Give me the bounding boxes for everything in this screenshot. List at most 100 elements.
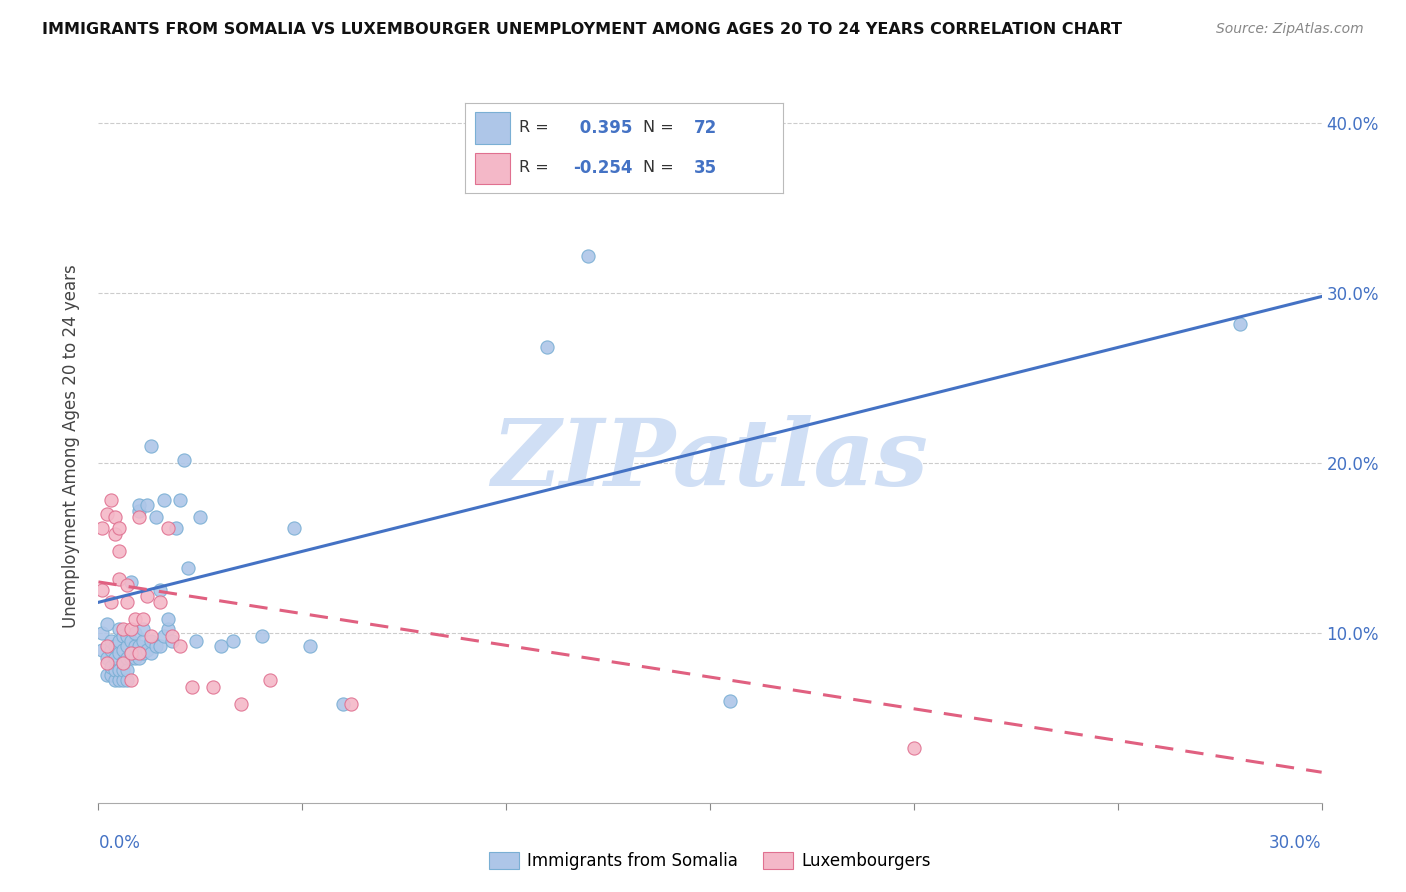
Point: [141, 634, 163, 648]
Point: [108, 520, 131, 534]
Point: [96, 668, 118, 682]
Text: 30.0%: 30.0%: [1270, 834, 1322, 852]
Point: [115, 629, 138, 643]
Point: [111, 643, 134, 657]
Point: [115, 673, 138, 688]
Point: [128, 499, 150, 513]
Point: [104, 651, 127, 665]
Point: [145, 510, 167, 524]
Point: [128, 510, 150, 524]
Point: [100, 595, 122, 609]
Point: [340, 698, 363, 712]
Point: [108, 646, 131, 660]
Point: [120, 646, 142, 660]
Point: [111, 673, 134, 688]
Point: [332, 698, 354, 712]
Point: [132, 612, 155, 626]
Point: [222, 634, 245, 648]
Point: [299, 640, 322, 654]
Point: [160, 629, 183, 643]
Point: [124, 612, 146, 626]
Point: [169, 493, 191, 508]
Point: [111, 655, 134, 669]
Text: Source: ZipAtlas.com: Source: ZipAtlas.com: [1216, 22, 1364, 37]
Point: [141, 629, 163, 643]
Point: [111, 623, 134, 637]
Point: [96, 507, 118, 521]
Point: [100, 634, 122, 648]
Point: [108, 634, 131, 648]
Point: [720, 694, 742, 708]
Point: [128, 651, 150, 665]
Point: [188, 510, 212, 524]
Point: [209, 640, 232, 654]
Point: [115, 595, 138, 609]
Point: [132, 623, 155, 637]
Point: [111, 629, 134, 643]
Point: [173, 452, 195, 467]
Point: [156, 623, 179, 637]
Text: IMMIGRANTS FROM SOMALIA VS LUXEMBOURGER UNEMPLOYMENT AMONG AGES 20 TO 24 YEARS C: IMMIGRANTS FROM SOMALIA VS LUXEMBOURGER …: [42, 22, 1122, 37]
Point: [120, 634, 142, 648]
Text: ZIPatlas: ZIPatlas: [492, 416, 928, 505]
Point: [104, 640, 127, 654]
Point: [136, 499, 159, 513]
Point: [136, 643, 159, 657]
Point: [108, 572, 131, 586]
Point: [120, 673, 142, 688]
Point: [1229, 317, 1251, 331]
Point: [156, 612, 179, 626]
Point: [96, 617, 118, 632]
Point: [128, 640, 150, 654]
Point: [132, 646, 155, 660]
Point: [108, 663, 131, 677]
Point: [186, 634, 208, 648]
Legend: Immigrants from Somalia, Luxembourgers: Immigrants from Somalia, Luxembourgers: [482, 845, 938, 877]
Point: [115, 651, 138, 665]
Point: [250, 629, 273, 643]
Point: [128, 646, 150, 660]
Point: [91, 583, 114, 598]
Point: [100, 660, 122, 674]
Point: [132, 634, 155, 648]
Point: [120, 651, 142, 665]
Point: [96, 651, 118, 665]
Point: [104, 510, 127, 524]
Point: [120, 574, 142, 589]
Point: [181, 680, 204, 694]
Point: [115, 640, 138, 654]
Point: [111, 663, 134, 677]
Point: [145, 640, 167, 654]
Point: [111, 657, 134, 671]
Point: [149, 640, 172, 654]
Point: [283, 520, 305, 534]
Point: [903, 741, 925, 756]
Point: [91, 643, 114, 657]
Point: [152, 629, 174, 643]
Point: [91, 626, 114, 640]
Point: [536, 341, 558, 355]
Point: [96, 640, 118, 654]
Point: [124, 626, 146, 640]
Point: [100, 493, 122, 508]
Point: [576, 249, 599, 263]
Point: [108, 673, 131, 688]
Point: [152, 493, 174, 508]
Point: [104, 673, 127, 688]
Point: [141, 646, 163, 660]
Point: [259, 673, 281, 688]
Point: [104, 527, 127, 541]
Point: [108, 623, 131, 637]
Point: [91, 520, 114, 534]
Point: [124, 640, 146, 654]
Point: [165, 520, 187, 534]
Point: [149, 595, 172, 609]
Point: [160, 634, 183, 648]
Point: [104, 663, 127, 677]
Point: [128, 503, 150, 517]
Point: [231, 698, 253, 712]
Point: [100, 643, 122, 657]
Point: [169, 640, 191, 654]
Point: [156, 520, 179, 534]
Point: [149, 583, 172, 598]
